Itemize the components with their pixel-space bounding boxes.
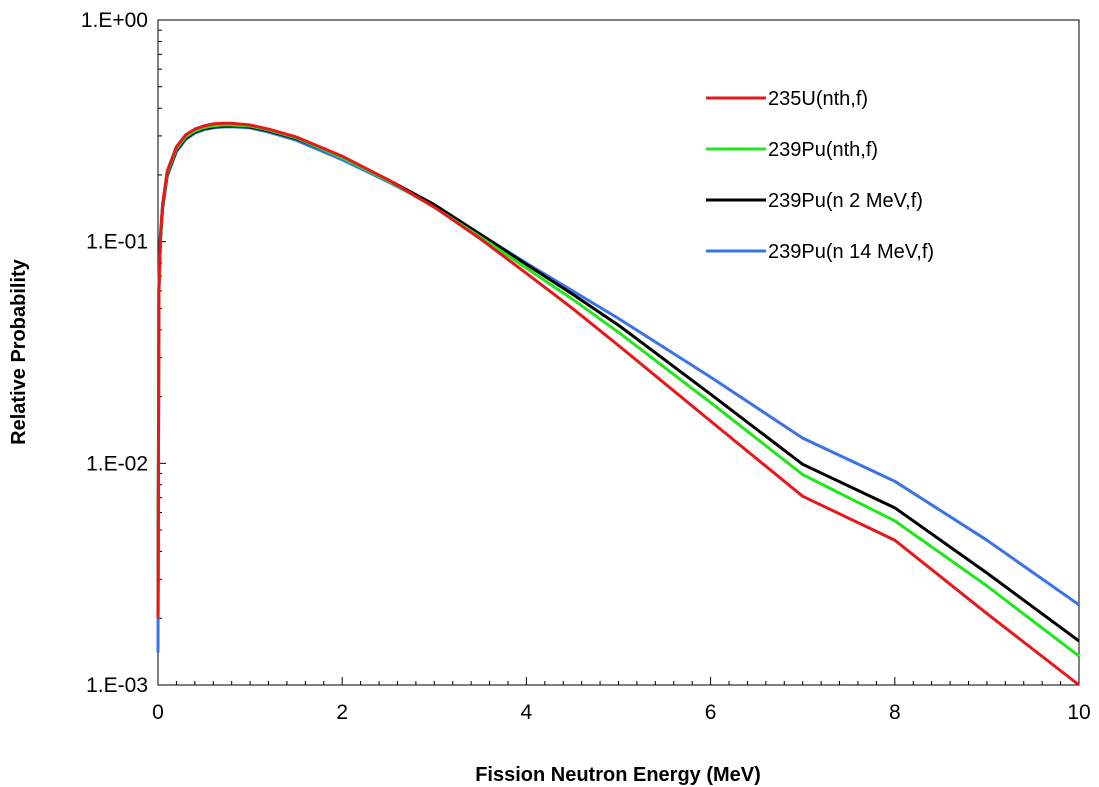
x-tick-label: 10 (1067, 701, 1090, 724)
y-tick-label: 1.E-01 (86, 231, 148, 254)
legend-label-239pu-n-14-mev-f: 239Pu(n 14 MeV,f) (768, 241, 934, 263)
y-axis-ticks: 1.E+00 1.E-01 1.E-02 1.E-03 (81, 9, 166, 697)
x-tick-label: 4 (521, 701, 533, 724)
series-lines (156, 121, 1080, 687)
x-minor-ticks (175, 681, 1062, 685)
x-tick-label: 6 (705, 701, 717, 724)
legend-label-239pu-nth-f: 239Pu(nth,f) (768, 139, 878, 161)
x-axis-title: Fission Neutron Energy (MeV) (475, 764, 761, 786)
legend-label-235u-nth-f: 235U(nth,f) (768, 88, 868, 110)
y-tick-label: 1.E+00 (81, 9, 148, 32)
x-tick-label: 2 (336, 701, 348, 724)
x-tick-label: 0 (152, 701, 164, 724)
y-tick-label: 1.E-02 (86, 452, 148, 475)
legend-label-239pu-n-2-mev-f: 239Pu(n 2 MeV,f) (768, 190, 923, 212)
y-tick-label: 1.E-03 (86, 674, 148, 697)
series-line-235u-nth-f (156, 121, 1080, 687)
legend: 235U(nth,f) 239Pu(nth,f) 239Pu(n 2 MeV,f) 2… (706, 88, 934, 263)
y-axis-title: Relative Probability (8, 258, 30, 444)
plot-area (157, 19, 1080, 686)
x-axis-ticks: 0 2 4 6 8 10 (152, 677, 1091, 724)
x-tick-label: 8 (889, 701, 901, 724)
